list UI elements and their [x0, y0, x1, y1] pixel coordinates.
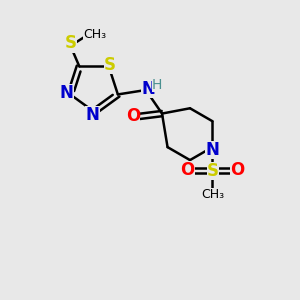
Text: N: N: [206, 141, 219, 159]
Text: O: O: [126, 107, 140, 125]
Text: S: S: [207, 162, 219, 180]
Text: N: N: [141, 80, 155, 98]
Text: N: N: [60, 84, 74, 102]
Text: O: O: [180, 161, 194, 179]
Text: CH₃: CH₃: [201, 188, 224, 201]
Text: CH₃: CH₃: [83, 28, 106, 41]
Text: S: S: [65, 34, 77, 52]
Text: H: H: [152, 78, 162, 92]
Text: O: O: [230, 161, 244, 179]
Text: S: S: [104, 56, 116, 74]
Text: N: N: [85, 106, 100, 124]
